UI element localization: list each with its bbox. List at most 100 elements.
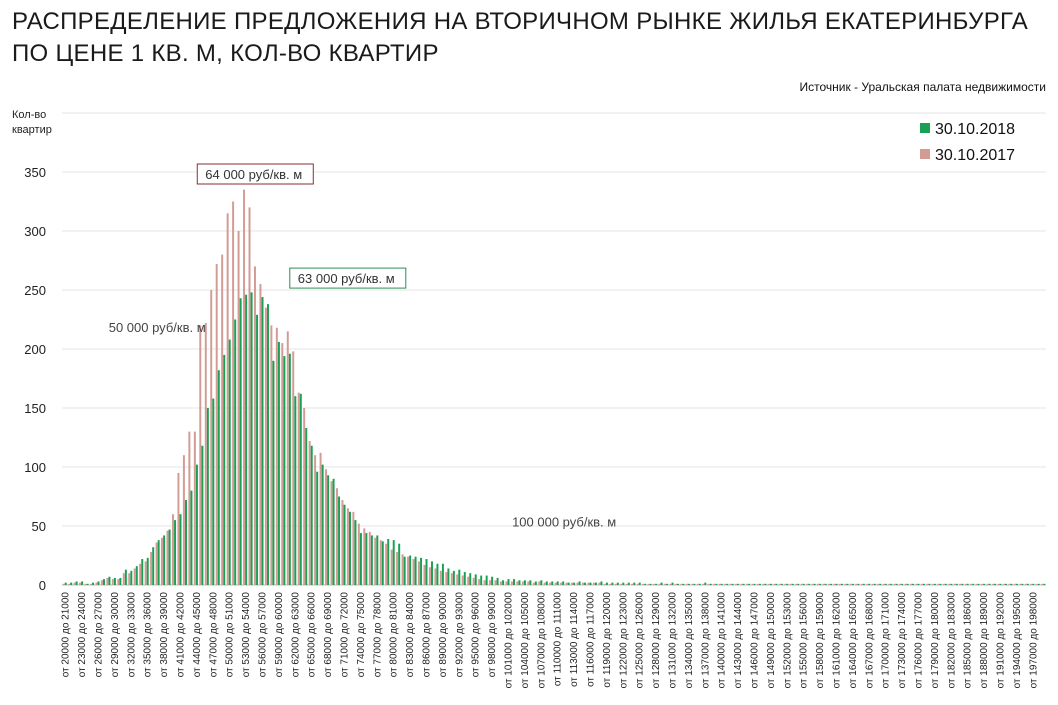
x-tick-label: от 122000 до 123000 <box>618 592 629 689</box>
bar-2017 <box>620 583 623 585</box>
bar-2018 <box>890 583 893 585</box>
x-tick-label: от 23000 до 24000 <box>77 592 88 678</box>
bar-2017 <box>510 581 513 585</box>
legend: 30.10.2018 30.10.2017 <box>920 121 1015 164</box>
bar-2017 <box>193 431 196 585</box>
bar-2018 <box>452 570 455 585</box>
bar-2017 <box>253 266 256 585</box>
bar-2018 <box>638 582 641 585</box>
bar-2018 <box>753 583 756 585</box>
bar-2018 <box>1032 583 1035 585</box>
bar-2017 <box>494 580 497 585</box>
y-tick-label: 0 <box>39 578 46 593</box>
bar-2017 <box>516 581 519 585</box>
bar-2017 <box>718 583 721 585</box>
annotation-label: 63 000 руб/кв. м <box>298 271 395 286</box>
bar-2017 <box>806 583 809 585</box>
bar-2018 <box>217 370 220 585</box>
bar-2018 <box>190 490 193 585</box>
x-tick-label: от 101000 до 102000 <box>504 592 515 689</box>
bar-2017 <box>139 563 142 585</box>
x-tick-label: от 113000 до 114000 <box>569 592 580 687</box>
bar-2017 <box>161 537 164 585</box>
bar-2018 <box>666 583 669 585</box>
bar-2018 <box>769 583 772 585</box>
bar-2018 <box>327 475 330 585</box>
x-tick-label: от 182000 до 183000 <box>946 592 957 689</box>
bar-2018 <box>228 339 231 585</box>
x-tick-label: от 197000 до 198000 <box>1028 592 1039 689</box>
bar-2017 <box>642 583 645 585</box>
bar-2017 <box>756 583 759 585</box>
bar-2018 <box>447 568 450 585</box>
bar-2018 <box>431 561 433 585</box>
bar-2018 <box>677 583 679 585</box>
bar-2017 <box>713 583 716 585</box>
bar-2017 <box>751 583 754 585</box>
bar-2018 <box>174 520 177 585</box>
bar-2018 <box>130 570 133 585</box>
bar-2017 <box>696 583 699 585</box>
bar-2017 <box>106 577 109 585</box>
bar-2017 <box>445 572 448 585</box>
bar-2017 <box>904 583 907 585</box>
bar-2017 <box>79 582 82 585</box>
bar-2018 <box>86 583 89 585</box>
bar-2017 <box>849 583 852 585</box>
y-tick-label: 150 <box>24 401 46 416</box>
bar-2018 <box>824 583 827 585</box>
bar-2017 <box>942 583 945 585</box>
bar-2018 <box>780 583 783 585</box>
bar-2017 <box>811 583 814 585</box>
bar-2018 <box>999 583 1002 585</box>
bar-2017 <box>100 580 103 585</box>
bar-2017 <box>1019 583 1022 585</box>
bar-2018 <box>1037 583 1040 585</box>
bar-2018 <box>518 580 521 585</box>
bar-2017 <box>926 583 929 585</box>
x-tick-label: от 86000 до 87000 <box>422 592 433 678</box>
bar-2017 <box>1041 583 1044 585</box>
x-axis: от 20000 до 21000 от 23000 до 24000 от 260… <box>61 592 1040 689</box>
bar-2018 <box>1015 583 1018 585</box>
bar-2017 <box>210 290 213 585</box>
bar-2017 <box>543 582 546 585</box>
bar-2017 <box>226 213 229 586</box>
bar-2017 <box>778 583 781 585</box>
legend-label: 30.10.2017 <box>935 147 1015 164</box>
annotation-box <box>289 267 407 289</box>
bar-2017 <box>882 583 885 585</box>
x-tick-label: от 92000 до 93000 <box>454 592 465 678</box>
bar-2017 <box>658 583 661 585</box>
bar-2017 <box>243 189 246 585</box>
bar-2017 <box>1008 583 1011 585</box>
bar-2018 <box>108 576 111 585</box>
bar-2018 <box>267 304 269 585</box>
bar-2018 <box>551 581 554 585</box>
bar-2018 <box>250 292 253 585</box>
bar-2018 <box>933 583 936 585</box>
bar-2017 <box>981 583 984 585</box>
bar-2018 <box>928 583 931 585</box>
bar-2017 <box>773 583 776 585</box>
bar-2018 <box>103 579 105 585</box>
bar-2018 <box>245 294 248 585</box>
bar-2017 <box>560 582 563 585</box>
bar-2018 <box>884 583 887 585</box>
bar-2017 <box>171 514 174 585</box>
bar-2017 <box>986 583 989 585</box>
bar-2018 <box>1026 583 1029 585</box>
y-axis-label-line: квартир <box>12 124 52 136</box>
bar-2018 <box>600 581 603 585</box>
bar-2018 <box>370 535 373 585</box>
bar-2017 <box>931 583 934 585</box>
bar-2017 <box>117 579 120 585</box>
bar-2018 <box>720 583 723 585</box>
bar-2017 <box>335 488 338 585</box>
bar-2017 <box>150 551 153 585</box>
x-tick-label: от 194000 до 195000 <box>1012 592 1023 689</box>
bar-2018 <box>595 582 597 585</box>
bar-2018 <box>496 577 499 585</box>
bar-2018 <box>748 583 751 585</box>
bar-2018 <box>332 478 335 585</box>
